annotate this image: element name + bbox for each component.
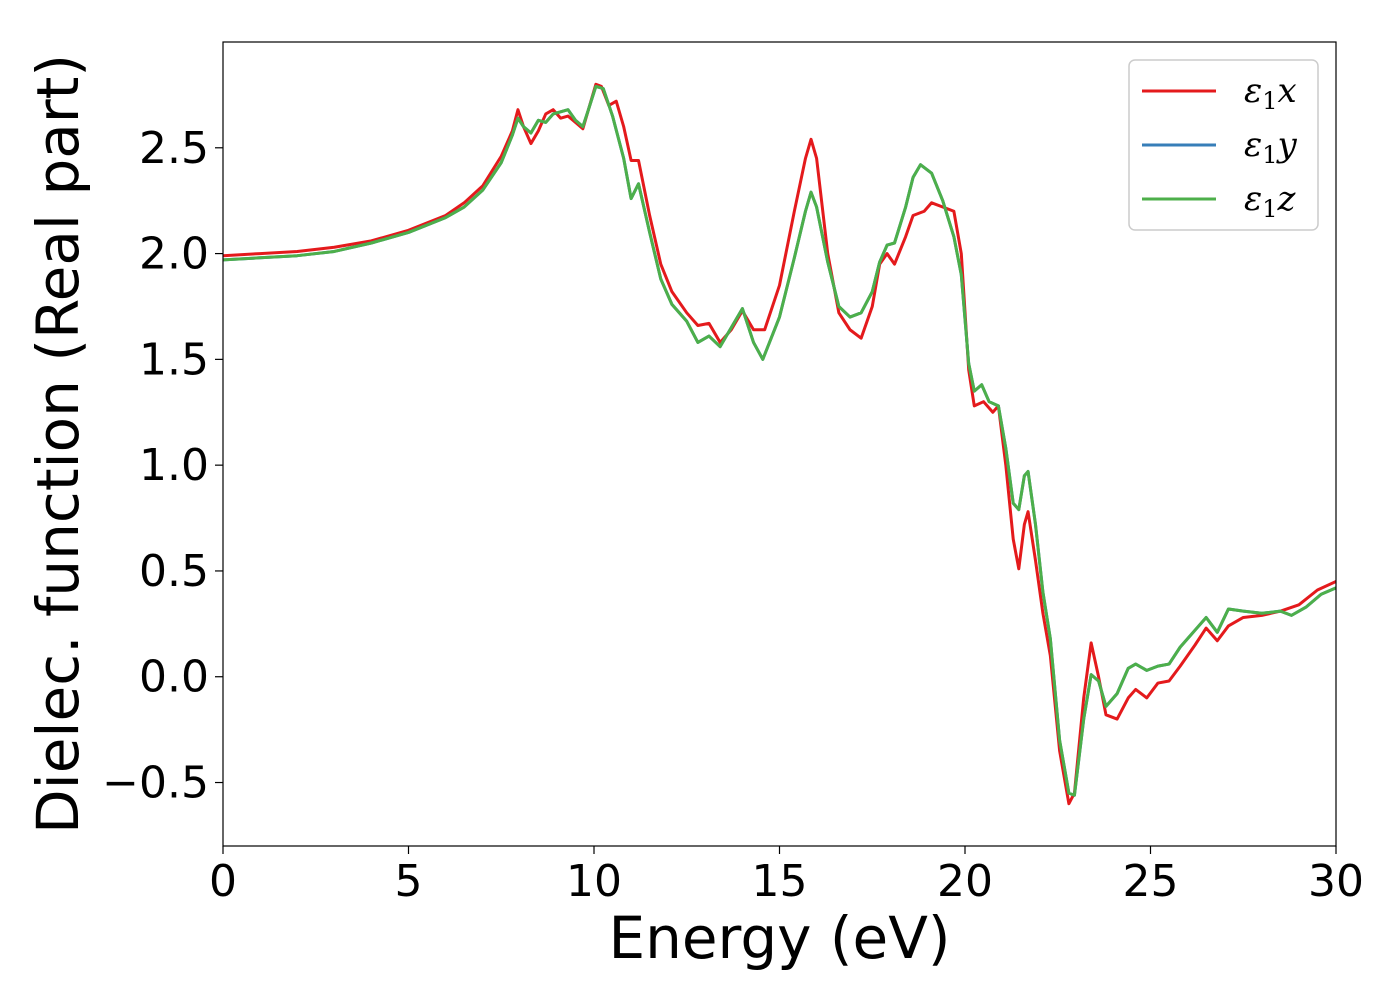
x-tick-label: 30 bbox=[1308, 856, 1364, 907]
y-tick-label: 1.0 bbox=[139, 440, 209, 491]
x-tick-label: 15 bbox=[752, 856, 808, 907]
y-axis: −0.5 0.0 0.5 1.0 1.5 2.0 2.5 bbox=[102, 123, 223, 809]
x-tick-label: 20 bbox=[937, 856, 993, 907]
x-tick-label: 10 bbox=[566, 856, 622, 907]
y-tick-label: 2.5 bbox=[139, 123, 209, 174]
y-tick-label: 2.0 bbox=[139, 229, 209, 280]
y-tick-label: 1.5 bbox=[139, 334, 209, 385]
series-line-3 bbox=[223, 84, 1336, 797]
y-tick-label: 0.5 bbox=[139, 546, 209, 597]
legend: ε1x ε1y ε1z bbox=[1128, 59, 1319, 231]
series-line-1 bbox=[223, 82, 1336, 806]
series-group bbox=[223, 82, 1336, 806]
legend-label-2: ε1y bbox=[1244, 125, 1298, 169]
y-tick-label: 0.0 bbox=[139, 652, 209, 703]
y-tick-label: −0.5 bbox=[102, 758, 209, 809]
y-axis-label: Dielec. function (Real part) bbox=[24, 54, 92, 834]
x-tick-label: 5 bbox=[395, 856, 423, 907]
x-tick-label: 25 bbox=[1123, 856, 1179, 907]
legend-label-3: ε1z bbox=[1244, 179, 1297, 223]
x-tick-label: 0 bbox=[209, 856, 237, 907]
legend-box bbox=[1128, 59, 1319, 231]
x-axis-label: Energy (eV) bbox=[608, 904, 950, 972]
legend-label-1: ε1x bbox=[1244, 71, 1297, 115]
x-axis: 0 5 10 15 20 25 30 bbox=[209, 846, 1364, 907]
